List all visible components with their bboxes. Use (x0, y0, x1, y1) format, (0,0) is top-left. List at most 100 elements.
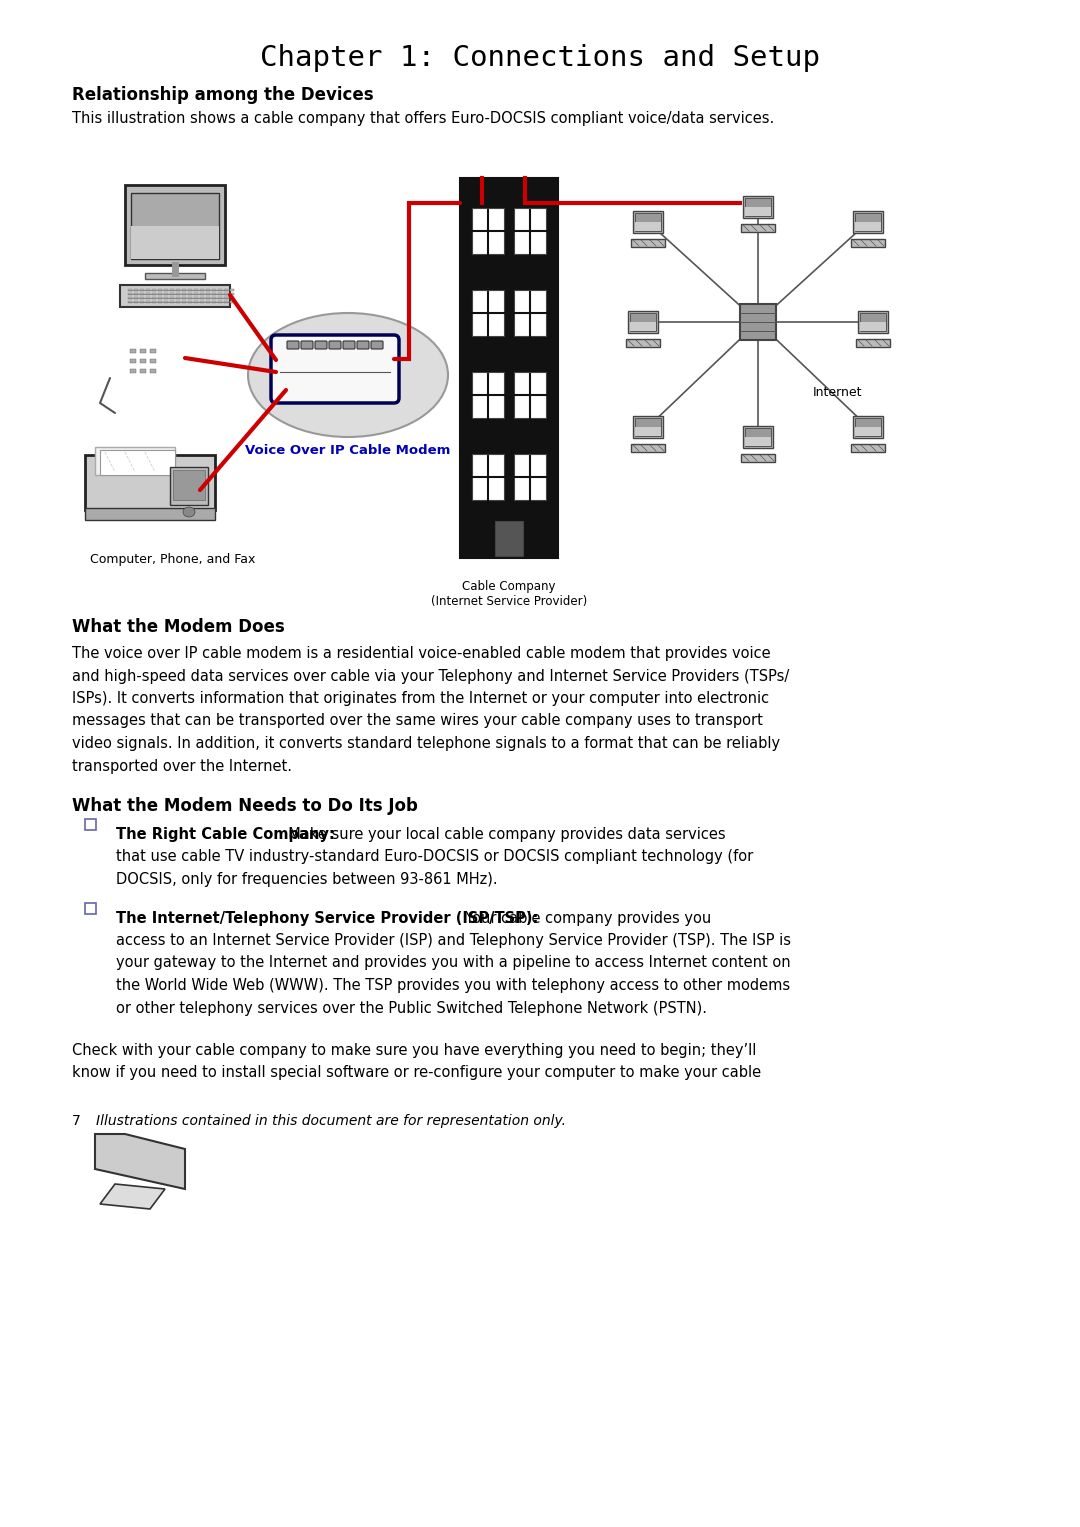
FancyBboxPatch shape (472, 454, 504, 499)
Text: video signals. In addition, it converts standard telephone signals to a format t: video signals. In addition, it converts … (72, 736, 780, 751)
Text: Make sure your local cable company provides data services: Make sure your local cable company provi… (280, 828, 726, 841)
FancyBboxPatch shape (146, 289, 150, 292)
FancyBboxPatch shape (130, 350, 136, 353)
FancyBboxPatch shape (140, 359, 146, 363)
FancyBboxPatch shape (858, 310, 888, 333)
FancyBboxPatch shape (173, 470, 205, 499)
Text: Relationship among the Devices: Relationship among the Devices (72, 86, 374, 104)
FancyBboxPatch shape (130, 359, 136, 363)
Text: know if you need to install special software or re-configure your computer to ma: know if you need to install special soft… (72, 1066, 761, 1081)
Text: access to an Internet Service Provider (ISP) and Telephony Service Provider (TSP: access to an Internet Service Provider (… (116, 933, 791, 948)
FancyBboxPatch shape (635, 428, 661, 437)
FancyBboxPatch shape (134, 296, 138, 299)
FancyBboxPatch shape (741, 224, 775, 232)
FancyBboxPatch shape (176, 293, 180, 295)
Text: that use cable TV industry-standard Euro-DOCSIS or DOCSIS compliant technology (: that use cable TV industry-standard Euro… (116, 849, 753, 864)
FancyBboxPatch shape (230, 293, 234, 295)
FancyBboxPatch shape (140, 301, 144, 302)
FancyBboxPatch shape (85, 902, 96, 913)
FancyBboxPatch shape (140, 350, 146, 353)
FancyBboxPatch shape (224, 301, 228, 302)
FancyBboxPatch shape (301, 341, 313, 350)
FancyBboxPatch shape (212, 289, 216, 292)
FancyBboxPatch shape (743, 195, 773, 218)
FancyBboxPatch shape (150, 359, 156, 363)
FancyBboxPatch shape (218, 289, 222, 292)
FancyBboxPatch shape (855, 212, 881, 231)
FancyBboxPatch shape (158, 296, 162, 299)
FancyBboxPatch shape (343, 341, 355, 350)
Text: The Right Cable Company:: The Right Cable Company: (116, 828, 335, 841)
Text: or other telephony services over the Public Switched Telephone Network (PSTN).: or other telephony services over the Pub… (116, 1000, 707, 1015)
Text: Your cable company provides you: Your cable company provides you (456, 910, 712, 925)
FancyBboxPatch shape (635, 417, 661, 437)
FancyBboxPatch shape (514, 373, 546, 418)
Text: ISPs). It converts information that originates from the Internet or your compute: ISPs). It converts information that orig… (72, 692, 769, 705)
FancyBboxPatch shape (125, 185, 225, 266)
FancyBboxPatch shape (85, 455, 215, 510)
FancyBboxPatch shape (745, 208, 771, 215)
FancyBboxPatch shape (200, 289, 204, 292)
FancyBboxPatch shape (230, 289, 234, 292)
FancyBboxPatch shape (176, 301, 180, 302)
Text: Computer, Phone, and Fax: Computer, Phone, and Fax (90, 553, 255, 567)
FancyBboxPatch shape (851, 240, 885, 247)
FancyBboxPatch shape (134, 301, 138, 302)
Text: What the Modem Needs to Do Its Job: What the Modem Needs to Do Its Job (72, 797, 418, 815)
FancyBboxPatch shape (188, 301, 192, 302)
FancyBboxPatch shape (188, 289, 192, 292)
FancyBboxPatch shape (230, 296, 234, 299)
FancyBboxPatch shape (152, 301, 156, 302)
Text: messages that can be transported over the same wires your cable company uses to : messages that can be transported over th… (72, 713, 762, 728)
Polygon shape (100, 1183, 165, 1209)
FancyBboxPatch shape (630, 313, 656, 331)
FancyBboxPatch shape (855, 417, 881, 437)
FancyBboxPatch shape (745, 428, 771, 446)
FancyBboxPatch shape (129, 293, 132, 295)
Polygon shape (100, 450, 175, 475)
Text: your gateway to the Internet and provides you with a pipeline to access Internet: your gateway to the Internet and provide… (116, 956, 791, 971)
Text: the World Wide Web (WWW). The TSP provides you with telephony access to other mo: the World Wide Web (WWW). The TSP provid… (116, 977, 791, 993)
FancyBboxPatch shape (85, 508, 215, 521)
FancyBboxPatch shape (188, 293, 192, 295)
FancyBboxPatch shape (164, 289, 168, 292)
FancyBboxPatch shape (120, 286, 230, 307)
FancyBboxPatch shape (206, 293, 210, 295)
FancyBboxPatch shape (140, 370, 146, 373)
Text: Illustrations contained in this document are for representation only.: Illustrations contained in this document… (96, 1115, 566, 1128)
FancyBboxPatch shape (357, 341, 369, 350)
Text: DOCSIS, only for frequencies between 93-861 MHz).: DOCSIS, only for frequencies between 93-… (116, 872, 498, 887)
Text: Internet: Internet (813, 385, 863, 399)
FancyBboxPatch shape (134, 289, 138, 292)
FancyBboxPatch shape (855, 221, 881, 231)
FancyBboxPatch shape (131, 192, 219, 260)
Text: Voice Over IP Cable Modem: Voice Over IP Cable Modem (245, 444, 450, 458)
FancyBboxPatch shape (329, 341, 341, 350)
Ellipse shape (248, 313, 448, 437)
FancyBboxPatch shape (183, 296, 186, 299)
FancyBboxPatch shape (635, 221, 661, 231)
FancyBboxPatch shape (183, 301, 186, 302)
FancyBboxPatch shape (200, 296, 204, 299)
Polygon shape (95, 1135, 185, 1190)
FancyBboxPatch shape (164, 301, 168, 302)
FancyBboxPatch shape (152, 296, 156, 299)
FancyBboxPatch shape (194, 293, 198, 295)
FancyBboxPatch shape (200, 301, 204, 302)
FancyBboxPatch shape (170, 296, 174, 299)
FancyBboxPatch shape (150, 370, 156, 373)
Text: 7: 7 (72, 1115, 81, 1128)
FancyBboxPatch shape (287, 341, 299, 350)
FancyBboxPatch shape (194, 296, 198, 299)
FancyBboxPatch shape (224, 296, 228, 299)
FancyBboxPatch shape (212, 293, 216, 295)
FancyBboxPatch shape (158, 289, 162, 292)
FancyBboxPatch shape (851, 444, 885, 452)
Text: Check with your cable company to make sure you have everything you need to begin: Check with your cable company to make su… (72, 1043, 756, 1058)
FancyBboxPatch shape (745, 197, 771, 215)
FancyBboxPatch shape (206, 301, 210, 302)
Text: and high-speed data services over cable via your Telephony and Internet Service : and high-speed data services over cable … (72, 669, 789, 684)
FancyBboxPatch shape (514, 208, 546, 253)
FancyBboxPatch shape (188, 296, 192, 299)
Text: Chapter 1: Connections and Setup: Chapter 1: Connections and Setup (260, 44, 820, 72)
